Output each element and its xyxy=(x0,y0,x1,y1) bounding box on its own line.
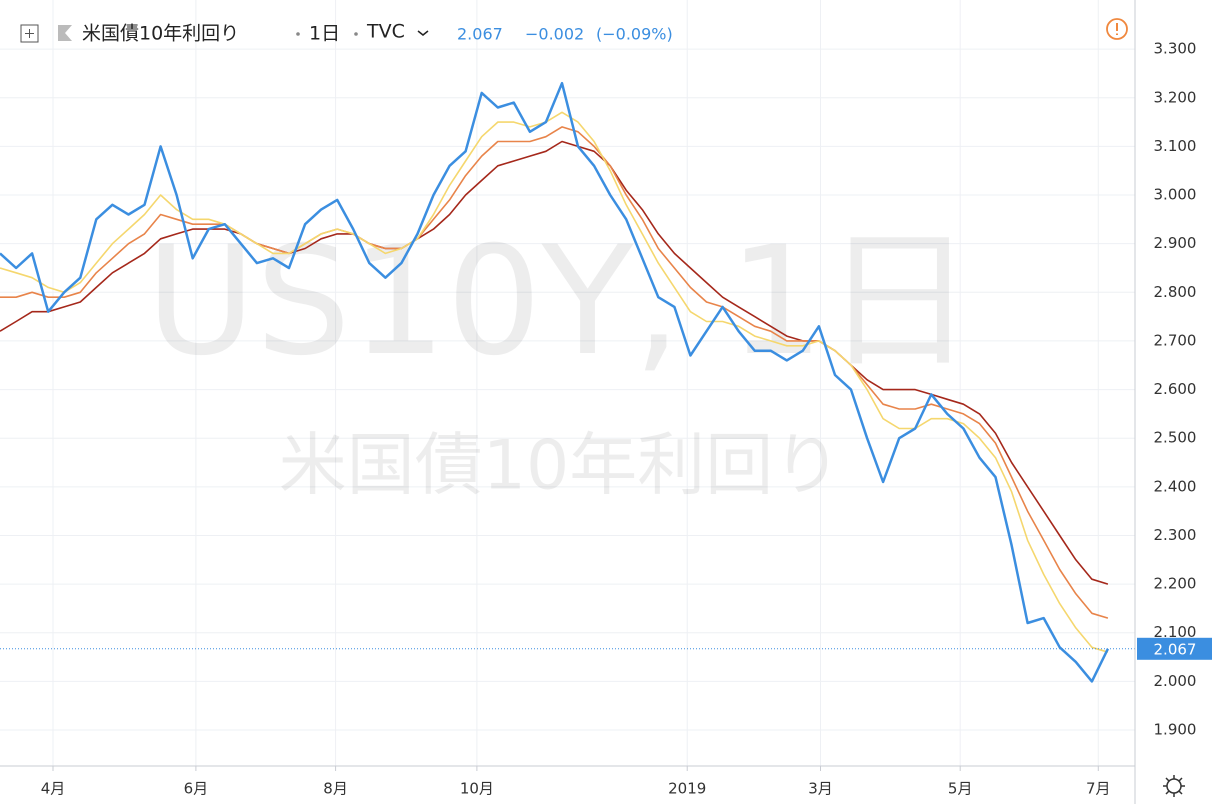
y-tick-label: 3.000 xyxy=(1154,186,1197,204)
last-value: 2.067 xyxy=(457,25,503,44)
exchange-caret xyxy=(417,30,429,36)
y-tick-label: 2.200 xyxy=(1154,575,1197,593)
x-tick-label: 3月 xyxy=(808,780,833,798)
y-tick-label: 2.700 xyxy=(1154,331,1197,349)
expand-icon-plus xyxy=(25,29,34,38)
y-tick-label: 2.900 xyxy=(1154,234,1197,252)
expand-icon[interactable] xyxy=(20,24,39,43)
y-tick-label: 2.600 xyxy=(1154,380,1197,398)
separator xyxy=(354,32,358,36)
flag-icon xyxy=(58,25,72,41)
y-tick-label: 2.400 xyxy=(1154,477,1197,495)
interval[interactable]: 1日 xyxy=(309,23,340,45)
separator xyxy=(296,32,300,36)
y-tick-label: 2.800 xyxy=(1154,283,1197,301)
y-tick-label: 3.300 xyxy=(1154,40,1197,58)
change-pct: (−0.09%) xyxy=(596,25,673,44)
settings-icon-spokes xyxy=(1163,775,1185,797)
x-tick-label: 8月 xyxy=(323,780,348,798)
x-tick-label: 6月 xyxy=(184,780,209,798)
x-tick-label: 4月 xyxy=(41,780,66,798)
alert-icon[interactable] xyxy=(1106,18,1128,40)
x-tick-label: 7月 xyxy=(1086,780,1111,798)
watermark-title: 米国債10年利回り xyxy=(279,427,842,506)
change: −0.002 xyxy=(525,25,584,44)
x-tick-label: 10月 xyxy=(460,780,494,798)
y-tick-label: 2.000 xyxy=(1154,672,1197,690)
x-tick-label: 2019 xyxy=(668,780,706,798)
exchange[interactable]: TVC xyxy=(366,21,405,43)
y-tick-label: 2.100 xyxy=(1154,623,1197,641)
last-price-label: 2.067 xyxy=(1154,640,1197,658)
watermark-symbol: US10Y, 1日 xyxy=(146,215,974,389)
x-tick-label: 5月 xyxy=(948,780,973,798)
y-tick-label: 2.300 xyxy=(1154,526,1197,544)
series-line xyxy=(0,111,1109,653)
last-price-box xyxy=(1137,637,1212,660)
y-tick-label: 1.900 xyxy=(1154,721,1197,739)
series-line xyxy=(0,81,1110,683)
symbol-title[interactable]: 米国債10年利回り xyxy=(82,23,239,45)
y-tick-label: 3.100 xyxy=(1154,137,1197,155)
y-tick-label: 3.200 xyxy=(1154,88,1197,106)
y-tick-label: 2.500 xyxy=(1154,429,1197,447)
